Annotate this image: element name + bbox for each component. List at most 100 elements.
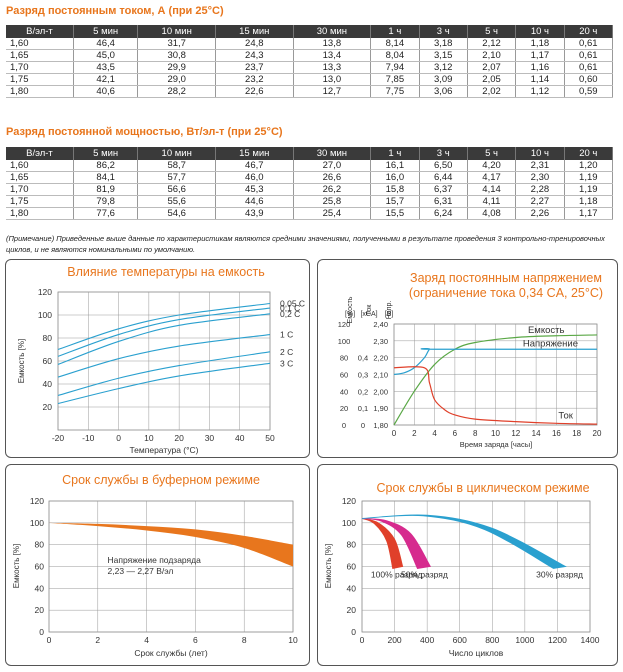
table-cell: 2,26 (515, 207, 565, 220)
table-cell: 4,11 (467, 195, 517, 208)
column-header: 1 ч (370, 25, 420, 38)
column-header: 15 мин (215, 25, 294, 38)
column-header: 5 мин (73, 147, 139, 160)
table-cell: 40,6 (73, 85, 139, 98)
table-cell: 2,05 (467, 73, 517, 86)
column-header: 20 ч (564, 25, 614, 38)
table-cell: 8,04 (370, 49, 420, 62)
table-cell: 7,94 (370, 61, 420, 74)
series-label: Емкость (528, 325, 565, 336)
x-tick-label: 20 (593, 429, 602, 438)
table-cell: 54,6 (137, 207, 216, 220)
x-tick-label: 40 (235, 433, 245, 443)
series-line (57, 307, 271, 357)
table-row: 1,75 42,1 29,0 23,2 13,0 7,85 3,09 2,05 1,14 0,60 (6, 73, 614, 86)
table-cell: 1,19 (564, 183, 614, 196)
cycle-life-band (361, 518, 404, 569)
cycle-life-band (361, 518, 432, 569)
table-row: 1,65 45,0 30,8 24,3 13,4 8,04 3,15 2,10 1,17 0,61 (6, 49, 614, 62)
table-cell: 25,8 (293, 195, 372, 208)
y-tick-label: 60 (35, 562, 45, 572)
annotation-text: 2,23 — 2,27 В/эл (108, 566, 174, 576)
cycle-life-panel: Срок службы в циклическом режиме 0 200 400 6… (317, 464, 618, 666)
table-cell: 15,8 (370, 183, 420, 196)
temperature-capacity-chart: Влияние температуры на емкость -20 -10 0 10 2… (17, 265, 305, 455)
column-header: 10 ч (515, 25, 565, 38)
current-tick-label: 0,2 (358, 387, 368, 396)
column-header: 10 ч (515, 147, 565, 160)
table-cell: 13,3 (293, 61, 372, 74)
table-cell: 3,18 (419, 38, 468, 50)
y-tick-label: 100 (38, 310, 52, 320)
x-tick-label: 4 (432, 429, 437, 438)
column-header: 10 мин (137, 147, 216, 160)
table-cell: 1,70 (6, 183, 74, 196)
table-cell: 2,31 (515, 160, 565, 172)
voltage-tick-label: 2,10 (373, 371, 388, 380)
column-header: 30 мин (293, 25, 372, 38)
chart-title: Срок службы в циклическом режиме (376, 481, 589, 495)
table-cell: 43,5 (73, 61, 139, 74)
table-cell: 2,07 (467, 61, 517, 74)
table-cell: 45,0 (73, 49, 139, 62)
table-row: 1,80 77,6 54,6 43,9 25,4 15,5 6,24 4,08 2,26 1,17 (6, 207, 614, 220)
table-cell: 1,60 (6, 38, 74, 50)
x-tick-label: 1000 (515, 635, 534, 645)
table-cell: 0,61 (564, 61, 614, 74)
y-tick-label: 120 (30, 496, 44, 506)
table-cell: 4,17 (467, 171, 517, 184)
table-cell: 81,9 (73, 183, 139, 196)
x-tick-label: 50 (265, 433, 275, 443)
table-cell: 8,14 (370, 38, 420, 50)
series-label: 3 C (280, 358, 293, 368)
x-tick-label: 8 (242, 635, 247, 645)
table-cell: 2,12 (467, 38, 517, 50)
voltage-tick-label: 2,20 (373, 354, 388, 363)
current-tick-label: 0 (361, 421, 365, 430)
table-cell: 0,61 (564, 49, 614, 62)
capacity-tick-label: 120 (338, 320, 351, 329)
table-cell: 3,09 (419, 73, 468, 86)
x-tick-label: -20 (52, 433, 65, 443)
x-tick-label: 2 (412, 429, 417, 438)
table-cell: 1,60 (6, 160, 74, 172)
table-row: 1,80 40,6 28,2 22,6 12,7 7,75 3,06 2,02 1,12 0,59 (6, 85, 614, 98)
table-cell: 3,06 (419, 85, 468, 98)
table-row: 1,70 81,9 56,6 45,3 26,2 15,8 6,37 4,14 2,28 1,19 (6, 183, 614, 196)
table-cell: 12,7 (293, 85, 372, 98)
temperature-capacity-panel: Влияние температуры на емкость -20 -10 0 10 2… (5, 259, 310, 458)
table-cell: 1,75 (6, 73, 74, 86)
constant-voltage-charge-chart: Заряд постоянным напряжением(ограничение… (338, 271, 603, 449)
series-label: 0,2 C (280, 309, 300, 319)
x-tick-label: 0 (47, 635, 52, 645)
y-tick-label: 20 (35, 605, 45, 615)
capacity-tick-label: 60 (340, 371, 348, 380)
table-cell: 1,65 (6, 171, 74, 184)
table-cell: 6,44 (419, 171, 468, 184)
x-axis-label: Срок службы (лет) (134, 648, 207, 658)
y-tick-label: 0 (39, 627, 44, 637)
voltage-tick-label: 2,00 (373, 387, 388, 396)
float-life-band (49, 522, 293, 567)
capacity-tick-label: 40 (340, 387, 348, 396)
table-cell: 24,3 (215, 49, 294, 62)
table-cell: 46,4 (73, 38, 139, 50)
x-tick-label: 16 (552, 429, 561, 438)
table-row: 1,75 79,8 55,6 44,6 25,8 15,7 6,31 4,11 2,27 1,18 (6, 195, 614, 208)
column-header: 3 ч (419, 25, 468, 38)
voltage-line (393, 348, 597, 376)
capacity-line (393, 334, 598, 426)
y-tick-label: 80 (35, 540, 45, 550)
table-cell: 46,0 (215, 171, 294, 184)
capacity-tick-label: 100 (338, 337, 351, 346)
table-cell: 13,4 (293, 49, 372, 62)
x-tick-label: 2 (95, 635, 100, 645)
series-label: Ток (558, 411, 573, 422)
x-tick-label: 400 (420, 635, 434, 645)
float-life-panel: Срок службы в буферном режиме 0 2 4 6 8 10 0 20 4… (5, 464, 310, 666)
x-tick-label: 200 (387, 635, 401, 645)
table-cell: 6,50 (419, 160, 468, 172)
column-header: 5 мин (73, 25, 139, 38)
